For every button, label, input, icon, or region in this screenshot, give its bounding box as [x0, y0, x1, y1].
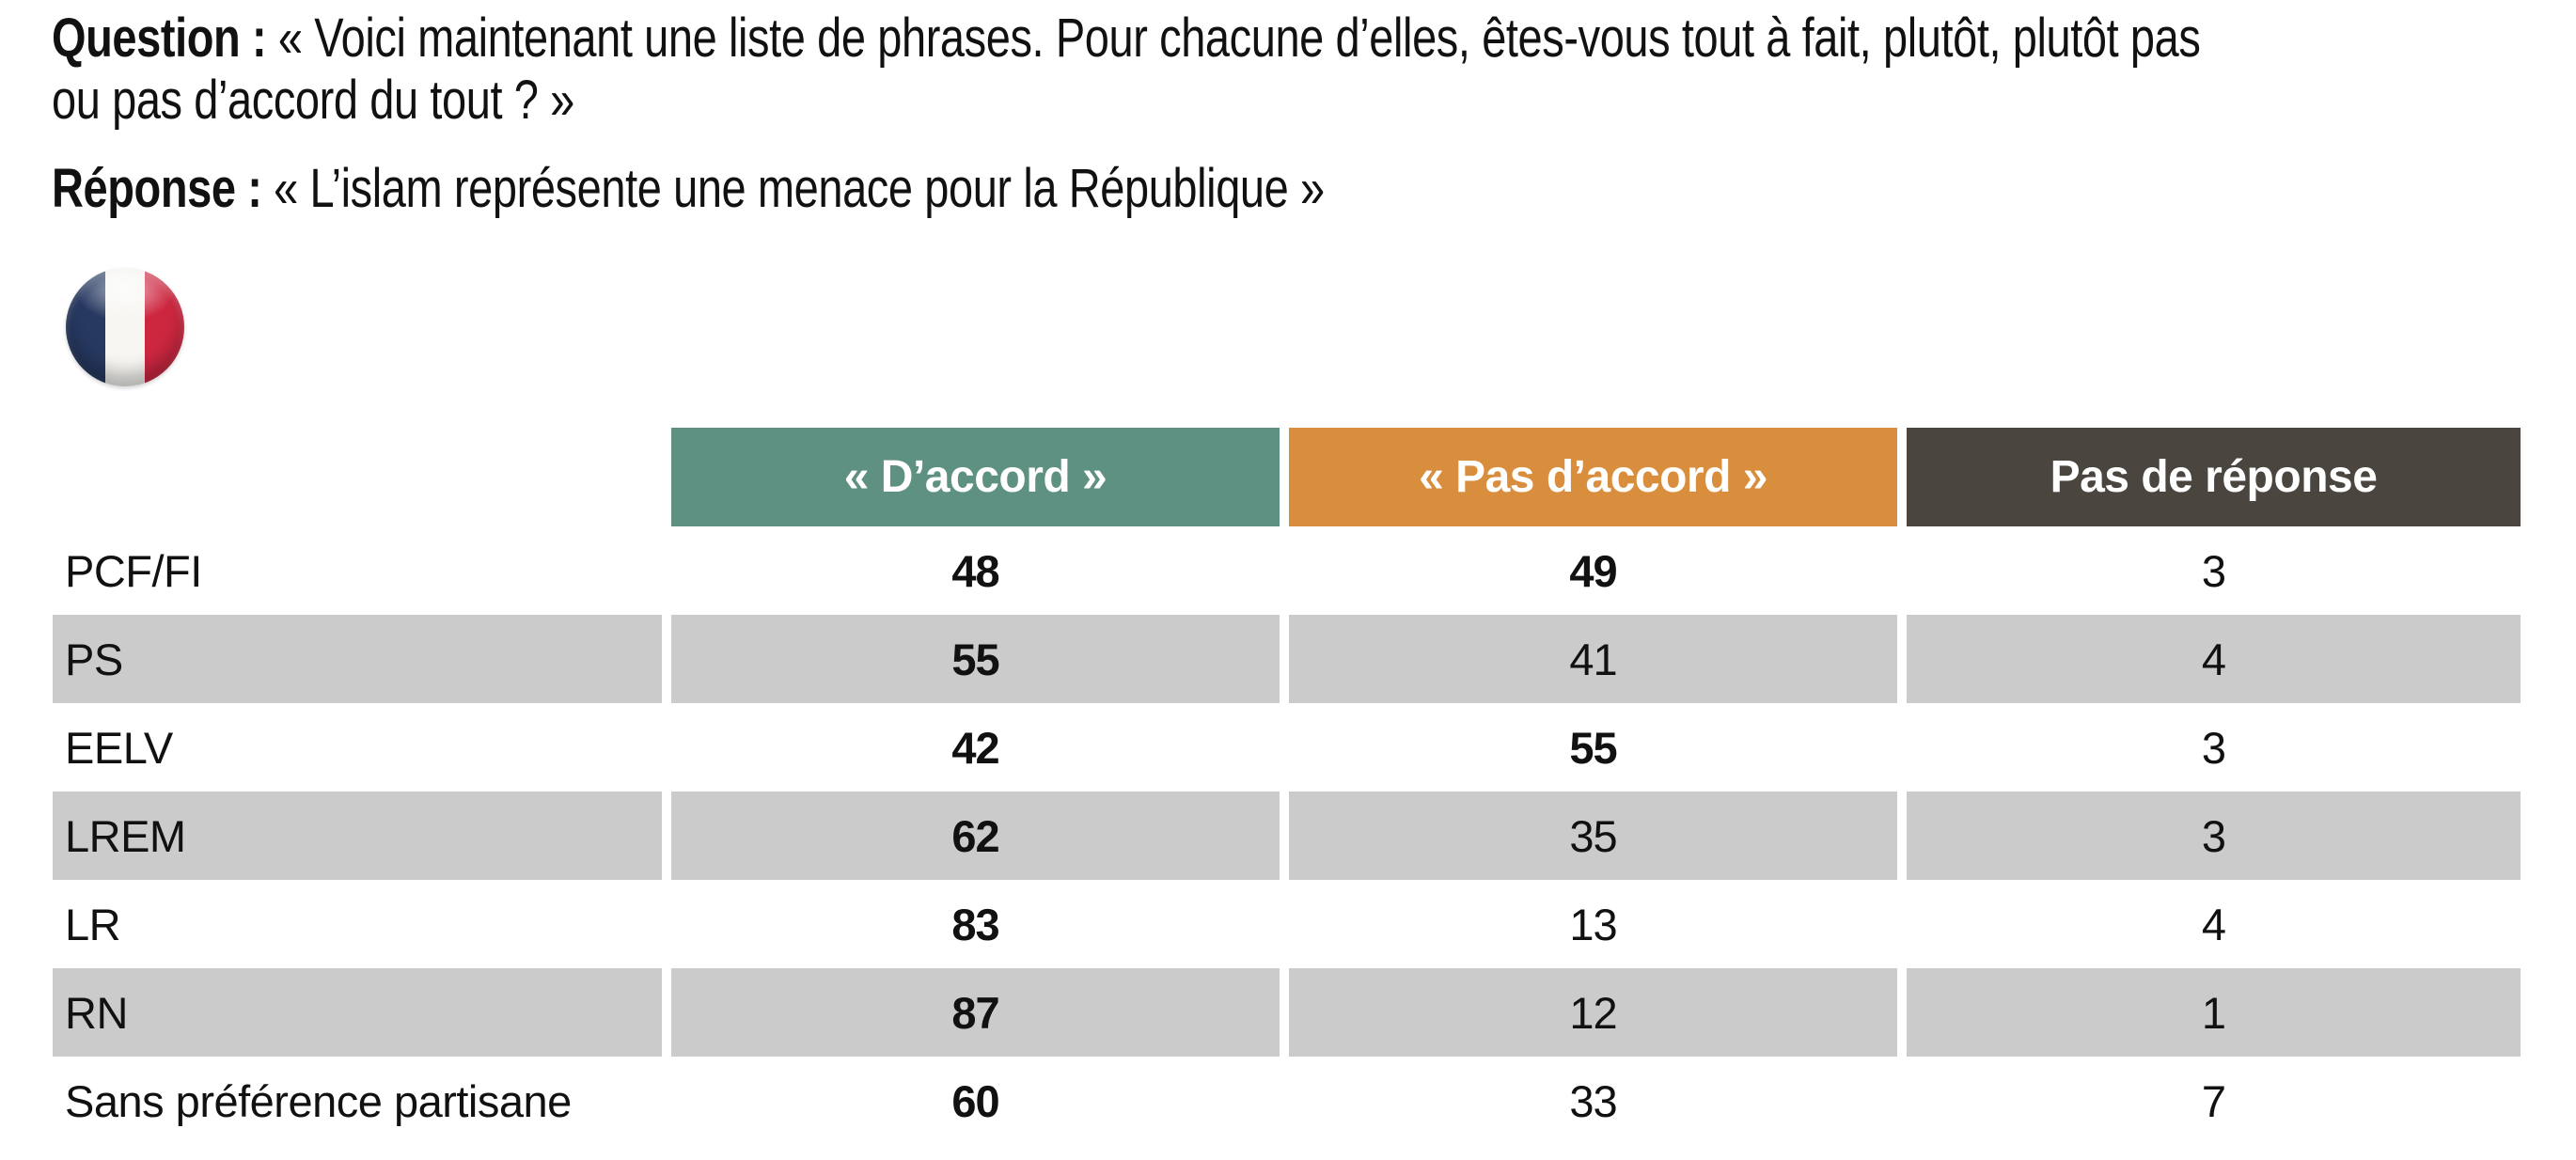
cell-lr-daccord: 83: [951, 899, 999, 949]
row-label-lrem: LREM: [53, 792, 662, 880]
question-prefix: Question :: [52, 8, 267, 69]
cell-lrem-pas-daccord: 35: [1289, 792, 1897, 880]
poll-results-table: « D’accord » « Pas d’accord » Pas de rép…: [53, 428, 2521, 1145]
cell-lrem-pas-de-reponse: 3: [1907, 792, 2521, 880]
cell-eelv-pas-de-reponse: 3: [2201, 722, 2226, 773]
reponse-text: « L’islam représente une menace pour la …: [274, 158, 1325, 219]
row-label-ps: PS: [53, 615, 662, 703]
cell-lrem-daccord: 62: [671, 792, 1280, 880]
question-line-1: Question : « Voici maintenant une liste …: [52, 8, 2442, 70]
cell-pcf-fi-pas-daccord: 49: [1569, 545, 1617, 596]
row-label-pcf-fi: PCF/FI: [65, 545, 202, 596]
cell-rn-daccord: 87: [671, 968, 1280, 1057]
cell-pcf-fi-pas-de-reponse: 3: [2201, 545, 2226, 596]
header-cell-pas-daccord: « Pas d’accord »: [1289, 428, 1897, 526]
header-cell-empty: [53, 428, 662, 526]
cell-sans-preference-pas-daccord: 33: [1569, 1075, 1617, 1126]
question-line-2: ou pas d’accord du tout ? »: [52, 70, 574, 131]
cell-rn-pas-daccord: 12: [1289, 968, 1897, 1057]
reponse-line: Réponse : « L’islam représente une menac…: [52, 158, 2442, 220]
cell-ps-daccord: 55: [671, 615, 1280, 703]
row-label-sans-preference: Sans préférence partisane: [65, 1075, 572, 1126]
cell-sans-preference-pas-de-reponse: 7: [2201, 1075, 2226, 1126]
cell-ps-pas-de-reponse: 4: [1907, 615, 2521, 703]
cell-sans-preference-daccord: 60: [951, 1075, 999, 1126]
cell-eelv-daccord: 42: [951, 722, 999, 773]
cell-pcf-fi-daccord: 48: [951, 545, 999, 596]
cell-eelv-pas-daccord: 55: [1569, 722, 1617, 773]
header-cell-daccord: « D’accord »: [671, 428, 1280, 526]
reponse-prefix: Réponse :: [52, 158, 262, 219]
cell-ps-pas-daccord: 41: [1289, 615, 1897, 703]
poll-question-block: Question : « Voici maintenant une liste …: [52, 8, 2442, 220]
cell-lr-pas-de-reponse: 4: [2201, 899, 2226, 949]
row-label-lr: LR: [65, 899, 121, 949]
row-label-rn: RN: [53, 968, 662, 1057]
cell-lr-pas-daccord: 13: [1569, 899, 1617, 949]
question-text: « Voici maintenant une liste de phrases.…: [277, 8, 2201, 69]
france-flag-icon: [66, 268, 184, 386]
header-cell-pas-de-reponse: Pas de réponse: [1907, 428, 2521, 526]
row-label-eelv: EELV: [65, 722, 173, 773]
cell-rn-pas-de-reponse: 1: [1907, 968, 2521, 1057]
